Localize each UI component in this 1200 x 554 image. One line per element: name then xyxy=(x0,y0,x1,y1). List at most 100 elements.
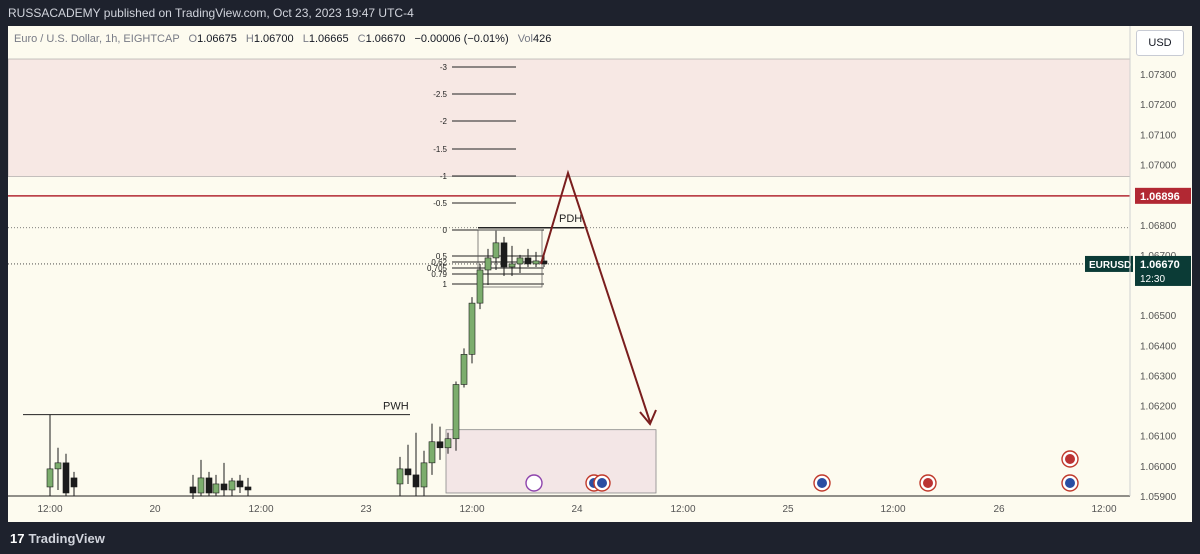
tradingview-logo[interactable]: 17 TradingView xyxy=(10,531,105,546)
fib-label: 1 xyxy=(443,280,448,289)
y-tick-label: 1.06800 xyxy=(1140,221,1177,232)
open-value: 1.06675 xyxy=(197,33,237,45)
y-tick-label: 1.06300 xyxy=(1140,371,1177,382)
volume-value: 426 xyxy=(532,33,552,45)
x-tick-label: 12:00 xyxy=(670,504,695,515)
eu-flag-icon-inner xyxy=(597,478,607,488)
currency-button[interactable]: USD xyxy=(1136,30,1184,56)
candle-body xyxy=(404,468,412,476)
open-label: O xyxy=(188,33,198,45)
symbol-tag-label: EURUSD xyxy=(1089,260,1131,271)
x-tick-label: 12:00 xyxy=(37,504,62,515)
level-price-tag xyxy=(1135,187,1191,204)
x-tick-label: 23 xyxy=(360,504,372,515)
candle-body xyxy=(236,480,244,488)
x-tick-label: 25 xyxy=(782,504,794,515)
close-value: 1.06670 xyxy=(365,33,406,45)
chart-frame[interactable]: -3 -2.5 -2 -1.5 -1 -0.5 0 0.5 0.62 0.705 0.79 1 PWH P… xyxy=(8,26,1192,522)
eu-flag-icon-inner xyxy=(1065,478,1075,488)
y-tick-label: 1.07200 xyxy=(1140,100,1177,111)
lightning-icon-inner xyxy=(529,478,539,488)
candle-body xyxy=(500,242,508,268)
candle-body xyxy=(468,302,476,355)
candle-body xyxy=(46,468,54,488)
candle-body xyxy=(412,474,420,488)
fib-label: 0.5 xyxy=(436,252,448,261)
volume-label: Vol xyxy=(517,33,533,45)
candle-body xyxy=(205,477,213,494)
candle-body xyxy=(212,483,220,494)
bottom-bar: 17 TradingView xyxy=(0,522,1200,554)
candle-body xyxy=(220,483,228,491)
y-tick-label: 1.06100 xyxy=(1140,432,1177,443)
eu-flag-icon-inner xyxy=(817,478,827,488)
y-tick-label: 1.06400 xyxy=(1140,341,1177,352)
symbol-tag xyxy=(1085,255,1133,272)
fib-label: 0.62 xyxy=(431,258,447,267)
fib-label: -0.5 xyxy=(433,199,447,208)
low-value: 1.06665 xyxy=(308,33,349,45)
candle-body xyxy=(452,384,460,440)
candle-body xyxy=(396,468,404,485)
tv-logo-icon: 17 xyxy=(10,531,25,546)
fib-label: 0.79 xyxy=(431,270,447,279)
candle-body xyxy=(524,257,532,265)
y-tick-label: 1.06200 xyxy=(1140,402,1177,413)
level-price-value: 1.06896 xyxy=(1140,191,1180,203)
x-tick-label: 12:00 xyxy=(459,504,484,515)
fib-label: -2 xyxy=(440,117,448,126)
fib-label: 0.705 xyxy=(427,264,448,273)
y-tick-label: 1.07300 xyxy=(1140,70,1177,81)
candle-body xyxy=(54,462,62,470)
high-value: 1.06700 xyxy=(253,33,294,45)
y-tick-label: 1.06000 xyxy=(1140,462,1177,473)
projection-arrow xyxy=(540,169,651,423)
x-tick-label: 26 xyxy=(993,504,1005,515)
x-tick-label: 12:00 xyxy=(880,504,905,515)
candle-body xyxy=(444,438,452,449)
candle-body xyxy=(228,480,236,491)
us-flag-icon-inner xyxy=(1065,454,1075,464)
y-tick-label: 1.05900 xyxy=(1140,492,1177,503)
pdh-label: PDH xyxy=(559,213,582,225)
pwh-label: PWH xyxy=(383,401,409,413)
fib-label: -3 xyxy=(440,63,448,72)
publisher-line: RUSSACADEMY published on TradingView.com… xyxy=(8,6,414,20)
current-price-value: 1.06670 xyxy=(1140,259,1180,271)
fib-label: -2.5 xyxy=(433,90,447,99)
candle-body xyxy=(492,242,500,259)
candle-body xyxy=(189,486,197,494)
support-zone xyxy=(445,429,657,494)
close-label: C xyxy=(357,33,366,45)
low-label: L xyxy=(302,33,309,45)
candle-body xyxy=(62,462,70,494)
candle-body xyxy=(420,462,428,488)
countdown-value: 12:30 xyxy=(1140,274,1165,285)
candle-body xyxy=(244,486,252,491)
candle-body xyxy=(476,269,484,304)
y-tick-label: 1.07000 xyxy=(1140,160,1177,171)
candle-body xyxy=(70,477,78,488)
candle-body xyxy=(428,441,436,464)
x-tick-label: 12:00 xyxy=(1091,504,1116,515)
top-bar: RUSSACADEMY published on TradingView.com… xyxy=(0,0,1200,26)
symbol-description: Euro / U.S. Dollar, 1h, EIGHTCAP xyxy=(14,33,180,45)
us-flag-icon-inner xyxy=(923,478,933,488)
fib-label: 0 xyxy=(443,226,448,235)
high-label: H xyxy=(245,33,254,45)
y-tick-label: 1.06500 xyxy=(1140,311,1177,322)
x-tick-label: 12:00 xyxy=(248,504,273,515)
candle-body xyxy=(532,260,540,265)
candle-body xyxy=(508,263,516,268)
x-tick-label: 24 xyxy=(571,504,583,515)
change-value: −0.00006 (−0.01%) xyxy=(414,33,509,45)
resistance-zone xyxy=(8,58,1131,177)
arrow-head xyxy=(639,409,657,426)
current-price-tag xyxy=(1135,255,1191,286)
candle-body xyxy=(516,257,524,265)
brand-name: TradingView xyxy=(28,531,105,546)
candle-body xyxy=(197,477,205,494)
x-tick-label: 20 xyxy=(149,504,161,515)
fib-label: -1 xyxy=(440,172,448,181)
